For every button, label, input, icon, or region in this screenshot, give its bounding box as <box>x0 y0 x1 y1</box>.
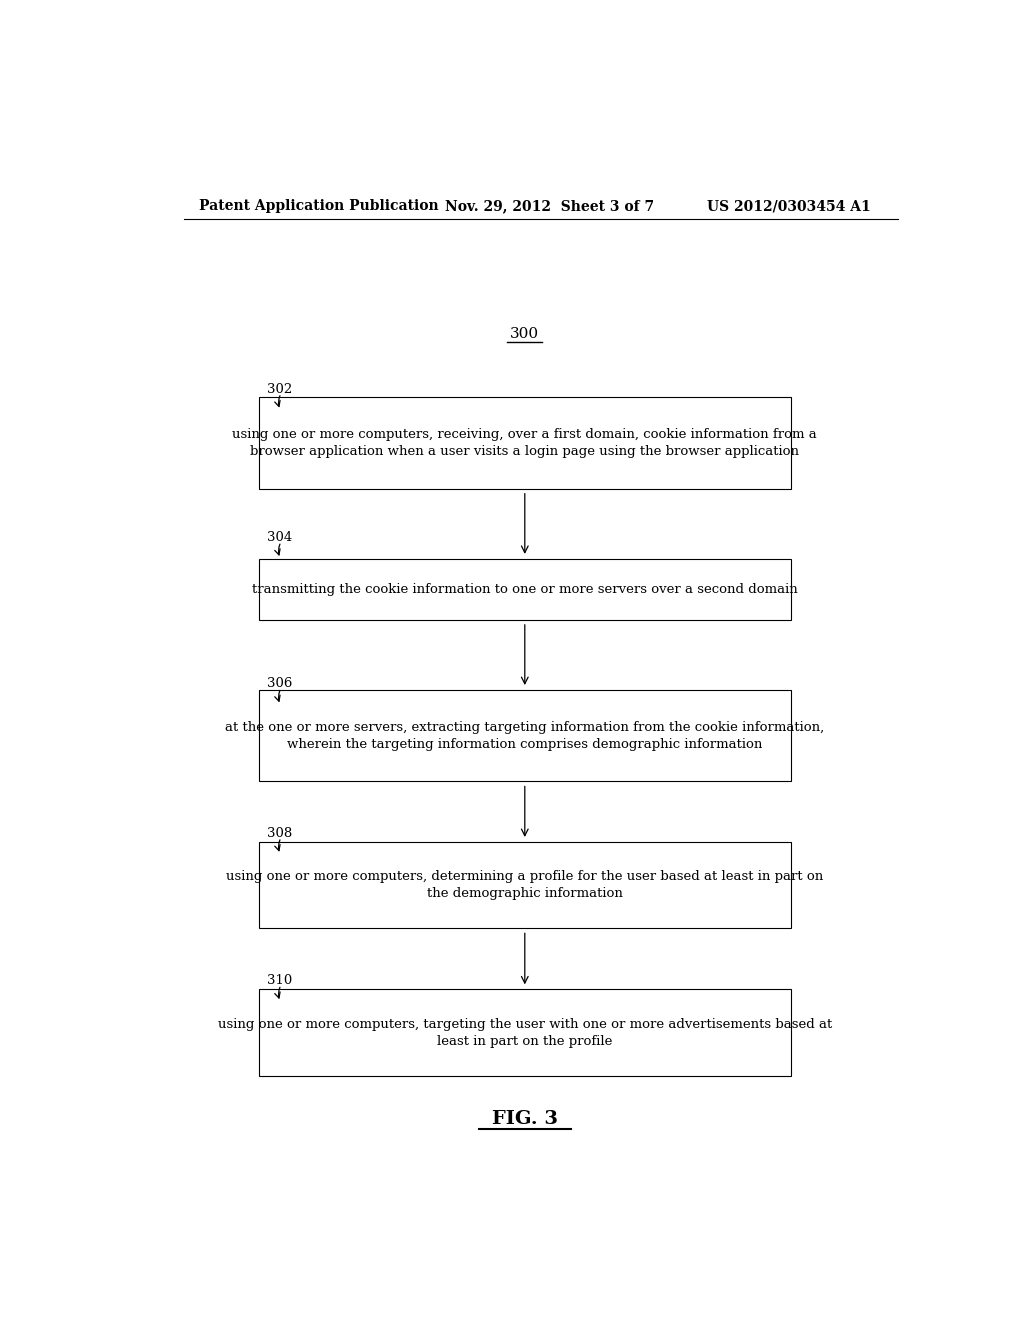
Text: FIG. 3: FIG. 3 <box>492 1110 558 1127</box>
Text: 300: 300 <box>510 327 540 342</box>
Text: Patent Application Publication: Patent Application Publication <box>200 199 439 213</box>
Text: 302: 302 <box>267 383 292 396</box>
FancyBboxPatch shape <box>259 842 791 928</box>
FancyBboxPatch shape <box>259 989 791 1076</box>
Text: US 2012/0303454 A1: US 2012/0303454 A1 <box>708 199 871 213</box>
Text: transmitting the cookie information to one or more servers over a second domain: transmitting the cookie information to o… <box>252 583 798 595</box>
Text: Nov. 29, 2012  Sheet 3 of 7: Nov. 29, 2012 Sheet 3 of 7 <box>445 199 654 213</box>
Text: 310: 310 <box>267 974 292 987</box>
FancyBboxPatch shape <box>259 558 791 620</box>
Text: using one or more computers, receiving, over a first domain, cookie information : using one or more computers, receiving, … <box>232 428 817 458</box>
Text: 306: 306 <box>267 677 292 690</box>
Text: at the one or more servers, extracting targeting information from the cookie inf: at the one or more servers, extracting t… <box>225 721 824 751</box>
Text: 308: 308 <box>267 826 292 840</box>
Text: 304: 304 <box>267 531 292 544</box>
FancyBboxPatch shape <box>259 397 791 488</box>
FancyBboxPatch shape <box>259 690 791 781</box>
Text: using one or more computers, determining a profile for the user based at least i: using one or more computers, determining… <box>226 870 823 900</box>
Text: using one or more computers, targeting the user with one or more advertisements : using one or more computers, targeting t… <box>218 1018 831 1048</box>
